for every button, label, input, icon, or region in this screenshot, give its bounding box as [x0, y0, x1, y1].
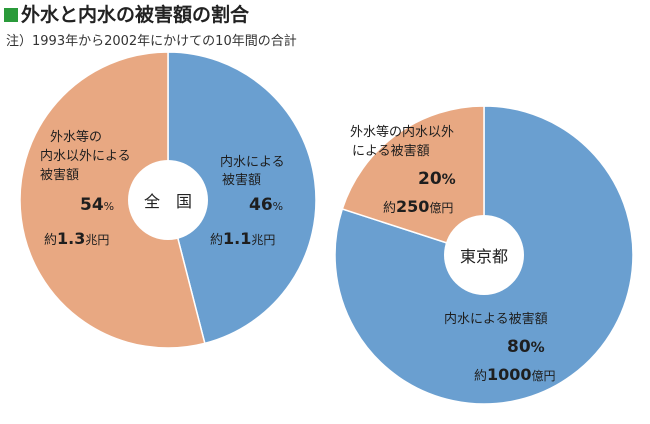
tokyo-outer-amount: 約250億円 — [383, 197, 453, 216]
pie-tokyo-center-label: 東京都 — [460, 247, 508, 266]
national-inner-pct-unit: % — [273, 200, 283, 213]
tokyo-outer-name-line-2: による被害額 — [352, 143, 430, 159]
national-outer-amount-value: 1.3 — [57, 229, 85, 248]
national-inner-name-line-1: 内水による — [220, 154, 285, 170]
slice-national-inner — [167, 51, 317, 345]
national-outer-amount: 約1.3兆円 — [44, 229, 109, 248]
tokyo-outer-pct-unit: % — [442, 172, 456, 188]
national-inner-pct: 46% — [249, 195, 283, 215]
pie-national: 全 国 内水による 被害額 46% 約1.1兆円 外水等の 内水以外による 被害… — [19, 51, 317, 349]
national-inner-amount-unit: 兆円 — [251, 233, 275, 247]
national-outer-amount-unit: 兆円 — [85, 233, 109, 247]
tokyo-inner-name-line-1: 内水による被害額 — [444, 311, 548, 327]
national-outer-name-line-2: 内水以外による — [40, 148, 131, 164]
tokyo-inner-amount-prefix: 約 — [474, 369, 487, 384]
tokyo-outer-amount-value: 250 — [396, 197, 429, 216]
national-outer-pct-value: 54 — [80, 195, 104, 215]
chart-title: 外水と内水の被害額の割合 — [4, 0, 249, 27]
tokyo-outer-pct: 20% — [418, 169, 456, 189]
tokyo-inner-amount: 約1000億円 — [474, 365, 556, 384]
tokyo-inner-amount-unit: 億円 — [532, 369, 556, 383]
pie-tokyo: 東京都 外水等の内水以外 による被害額 20% 約250億円 内水による被害額 … — [334, 105, 634, 405]
national-inner-amount: 約1.1兆円 — [210, 229, 275, 248]
national-inner-amount-value: 1.1 — [223, 229, 251, 248]
tokyo-inner-amount-value: 1000 — [487, 365, 532, 384]
slice-tokyo-outer — [341, 105, 485, 257]
tokyo-inner-pct: 80% — [507, 337, 545, 357]
tokyo-outer-amount-unit: 億円 — [429, 201, 453, 215]
tokyo-inner-pct-value: 80 — [507, 337, 531, 357]
tokyo-outer-pct-value: 20 — [418, 169, 442, 189]
national-outer-amount-prefix: 約 — [44, 233, 57, 248]
national-outer-pct: 54% — [80, 195, 114, 215]
pie-national-center-label: 全 国 — [144, 192, 192, 211]
national-outer-name-line-1: 外水等の — [50, 129, 102, 145]
tokyo-inner-pct-unit: % — [531, 340, 545, 356]
pie-national-hole — [128, 160, 208, 240]
national-inner-amount-prefix: 約 — [210, 233, 223, 248]
title-text: 外水と内水の被害額の割合 — [21, 4, 250, 26]
tokyo-outer-amount-prefix: 約 — [383, 201, 396, 216]
national-outer-pct-unit: % — [104, 200, 114, 213]
tokyo-outer-name-line-1: 外水等の内水以外 — [350, 124, 454, 140]
national-inner-pct-value: 46 — [249, 195, 273, 215]
title-square-icon — [4, 8, 18, 22]
pie-tokyo-hole — [444, 215, 524, 295]
slice-national-outer — [19, 51, 206, 349]
national-inner-name-line-2: 被害額 — [222, 172, 261, 188]
national-outer-name-line-3: 被害額 — [40, 167, 79, 183]
chart-note: 注）1993年から2002年にかけての10年間の合計 — [6, 34, 297, 49]
